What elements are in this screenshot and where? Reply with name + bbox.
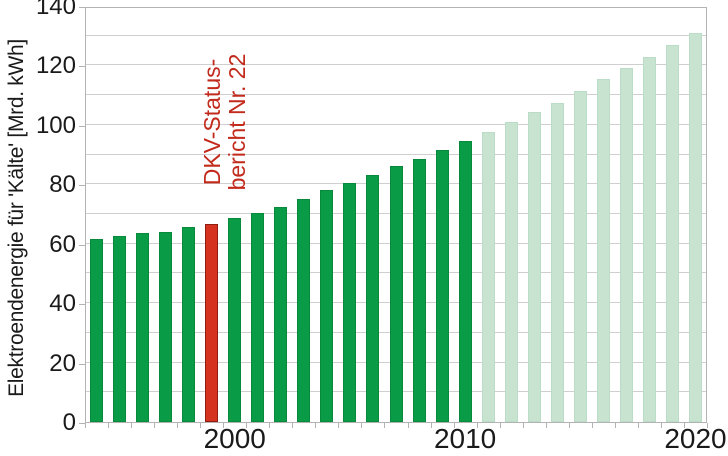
y-tick-0: [79, 423, 85, 424]
bar-2005: [343, 182, 357, 422]
x-tick-9: [292, 423, 294, 428]
y-tick-label-140: 140: [35, 0, 76, 20]
annotation-dkv-statusbericht: DKV-Status- bericht Nr. 22: [198, 53, 250, 191]
bar-2013: [527, 111, 541, 422]
y-tick-40: [79, 304, 85, 306]
bar-2003: [297, 199, 311, 422]
bar-2016: [596, 78, 610, 422]
x-tick-7: [246, 423, 248, 428]
x-tick-14: [407, 423, 409, 428]
x-tick-17: [476, 423, 478, 428]
bar-2017: [619, 68, 633, 422]
y-tick-140: [79, 7, 85, 8]
y-tick-80: [79, 185, 85, 187]
x-tick-label-2020: 2020: [664, 423, 727, 454]
bar-2009: [435, 150, 449, 422]
x-tick-3: [154, 423, 156, 428]
y-tick-label-20: 20: [49, 349, 76, 377]
x-tick-1: [108, 423, 110, 428]
bar-2008: [412, 159, 426, 422]
bar-1996: [136, 233, 150, 422]
x-tick-18: [499, 423, 501, 428]
x-tick-15: [430, 423, 432, 428]
bar-2010: [458, 141, 472, 422]
x-tick-24: [637, 423, 639, 428]
x-tick-27: [707, 423, 708, 428]
bar-2011: [481, 132, 495, 422]
bar-2006: [366, 175, 380, 422]
bar-2001: [251, 212, 265, 422]
bar-2012: [504, 121, 518, 422]
bar-1999: [205, 224, 219, 422]
y-tick-label-60: 60: [49, 230, 76, 258]
bar-1994: [90, 239, 104, 422]
y-tick-120: [79, 66, 85, 68]
bar-1998: [182, 227, 196, 422]
bar-2007: [389, 166, 403, 422]
bar-2004: [320, 190, 334, 422]
gridline-y-100: [86, 123, 706, 125]
bar-2015: [573, 90, 587, 422]
bar-2002: [274, 206, 288, 422]
x-tick-25: [660, 423, 662, 428]
bar-2000: [228, 218, 242, 422]
gridline-y-120: [86, 64, 706, 66]
x-tick-8: [269, 423, 271, 428]
x-tick-11: [338, 423, 340, 428]
bar-2014: [550, 102, 564, 422]
y-tick-100: [79, 125, 85, 127]
bar-2019: [665, 44, 679, 422]
x-tick-19: [522, 423, 524, 428]
x-tick-4: [177, 423, 179, 428]
x-tick-label-2000: 2000: [203, 423, 266, 454]
x-tick-5: [200, 423, 202, 428]
gridline-y-110: [86, 94, 706, 96]
x-tick-22: [591, 423, 593, 428]
y-tick-label-100: 100: [35, 111, 76, 139]
annotation-line-1: DKV-Status-: [198, 58, 225, 186]
x-tick-2: [131, 423, 133, 428]
annotation-line-2: bericht Nr. 22: [223, 53, 250, 191]
x-tick-label-2010: 2010: [433, 423, 497, 454]
y-tick-label-120: 120: [35, 52, 76, 80]
bar-1997: [159, 231, 173, 422]
bar-2020: [688, 32, 702, 422]
x-tick-10: [315, 423, 317, 428]
y-axis-title: Elektroendenergie für 'Kälte' [Mrd. kWh]: [5, 39, 28, 397]
x-tick-6: [223, 423, 225, 428]
y-tick-label-0: 0: [62, 409, 76, 436]
bar-2018: [642, 56, 656, 422]
y-tick-label-40: 40: [49, 290, 76, 318]
y-tick-60: [79, 244, 85, 246]
x-tick-23: [614, 423, 616, 428]
bar-1995: [113, 236, 127, 422]
x-tick-20: [545, 423, 547, 428]
plot-area: DKV-Status- bericht Nr. 22: [85, 7, 707, 423]
gridline-y-130: [86, 34, 706, 36]
y-tick-label-80: 80: [49, 171, 76, 199]
x-tick-26: [683, 423, 685, 428]
x-tick-0: [85, 423, 86, 428]
x-tick-16: [453, 423, 455, 428]
y-tick-20: [79, 363, 85, 365]
x-tick-12: [361, 423, 363, 428]
x-tick-21: [568, 423, 570, 428]
x-tick-13: [384, 423, 386, 428]
gridline-y-90: [86, 153, 706, 155]
